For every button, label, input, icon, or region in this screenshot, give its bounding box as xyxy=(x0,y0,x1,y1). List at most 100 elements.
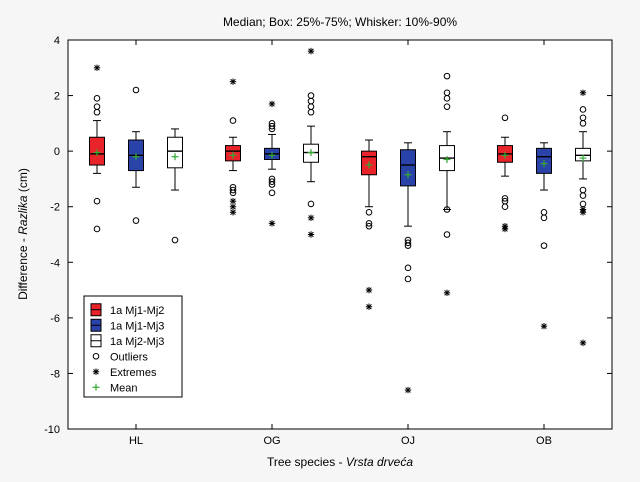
y-axis-label-italic: Razlika xyxy=(16,195,30,235)
outlier-point xyxy=(540,242,548,249)
outlier-point xyxy=(501,195,509,202)
extreme-point xyxy=(93,64,101,71)
iqr-box xyxy=(400,149,416,187)
extreme-point xyxy=(365,286,373,294)
extreme-stroke xyxy=(405,387,411,393)
extreme-point xyxy=(307,214,315,222)
extreme-stroke xyxy=(580,340,586,346)
x-tick-label: OJ xyxy=(401,435,415,447)
extreme-point xyxy=(229,197,237,205)
y-tick-label: -2 xyxy=(50,202,60,214)
extreme-point xyxy=(540,322,548,330)
outlier-point xyxy=(365,208,373,216)
outlier-point xyxy=(501,114,509,122)
outlier-point xyxy=(93,197,101,205)
outlier-point xyxy=(132,86,140,94)
box-group xyxy=(497,114,513,233)
outlier-point xyxy=(268,125,276,133)
legend-item: Extremes xyxy=(92,367,157,379)
x-axis-label: Tree species - Vrsta drveća xyxy=(267,455,413,469)
x-axis: HL OG OJ OB xyxy=(129,40,552,447)
extreme-point xyxy=(579,209,587,216)
extreme-stroke xyxy=(93,368,99,375)
legend-label: Mean xyxy=(110,382,138,394)
legend: 1a Mj1-Mj2 1a Mj1-Mj3 1a Mj2-Mj3 Outliers Ex… xyxy=(83,295,183,398)
x-tick-label: OG xyxy=(263,435,280,447)
box-plot-marks xyxy=(89,47,591,394)
extreme-stroke xyxy=(230,198,236,204)
y-axis-label: Difference - Razlika (cm) xyxy=(16,168,30,300)
y-tick-label: 4 xyxy=(54,35,60,47)
extreme-stroke xyxy=(94,65,100,71)
x-axis-label-main: Tree species - xyxy=(267,455,346,469)
box-group xyxy=(128,86,144,224)
outlier-point xyxy=(579,192,587,199)
outlier-point xyxy=(268,122,276,130)
legend-extreme-symbol xyxy=(92,368,100,375)
y-tick-label: 0 xyxy=(54,146,60,158)
extreme-point xyxy=(501,225,509,233)
extreme-point xyxy=(268,100,276,108)
extreme-stroke xyxy=(308,215,314,221)
outlier-point xyxy=(132,217,140,224)
box-group xyxy=(400,142,416,394)
chart-title: Median; Box: 25%-75%; Whisker: 10%-90% xyxy=(223,15,457,29)
box-group xyxy=(303,47,319,238)
outlier-point xyxy=(579,106,587,113)
legend-label: Outliers xyxy=(110,351,148,363)
extreme-stroke xyxy=(230,78,236,85)
x-axis-label-italic: Vrsta drveća xyxy=(346,455,413,469)
extreme-stroke xyxy=(269,220,275,227)
outlier-point xyxy=(443,95,451,102)
extreme-point xyxy=(229,78,237,85)
extreme-point xyxy=(268,220,276,227)
extreme-point xyxy=(579,89,587,96)
box-group xyxy=(89,64,105,233)
outlier-point xyxy=(404,239,412,247)
extreme-stroke xyxy=(366,287,372,293)
outlier-point xyxy=(443,206,451,213)
outlier-point xyxy=(268,181,276,188)
box-group xyxy=(575,89,591,347)
y-tick-label: -6 xyxy=(50,313,60,325)
outlier-point xyxy=(268,178,276,186)
extreme-stroke xyxy=(580,90,586,96)
y-tick-label: -4 xyxy=(50,257,60,269)
extreme-point xyxy=(307,231,315,238)
extreme-point xyxy=(229,209,237,216)
outlier-point xyxy=(307,200,315,208)
outlier-point xyxy=(93,225,101,233)
legend-item: Mean xyxy=(92,382,138,394)
outlier-point xyxy=(93,95,101,102)
outlier-point xyxy=(268,189,276,197)
box-group xyxy=(439,72,455,297)
y-tick-label: 2 xyxy=(54,91,60,103)
outlier-point xyxy=(443,103,451,110)
outlier-point xyxy=(229,189,237,197)
outlier-point xyxy=(307,108,315,116)
outlier-point xyxy=(229,186,237,194)
extreme-stroke xyxy=(230,203,236,210)
y-axis: -10 -8 -6 -4 -2 0 2 4 xyxy=(44,35,612,436)
extreme-stroke xyxy=(541,323,547,329)
extreme-point xyxy=(404,386,412,394)
extreme-stroke xyxy=(580,209,586,216)
legend-item: 1a Mj2-Mj3 xyxy=(90,334,164,348)
outlier-point xyxy=(443,231,451,238)
y-tick-label: -10 xyxy=(44,424,60,436)
extreme-stroke xyxy=(308,231,314,238)
x-tick-label: HL xyxy=(129,435,143,447)
box-group xyxy=(361,139,377,310)
outlier-point xyxy=(404,242,412,249)
extreme-stroke xyxy=(308,48,314,54)
outlier-point xyxy=(93,108,101,116)
extreme-stroke xyxy=(269,101,275,107)
extreme-stroke xyxy=(230,209,236,216)
outlier-point xyxy=(404,275,412,283)
y-axis-label-main: Difference - xyxy=(16,235,30,300)
y-axis-label-unit: (cm) xyxy=(16,168,30,195)
extreme-point xyxy=(579,339,587,347)
legend-item: 1a Mj1-Mj3 xyxy=(90,318,164,332)
